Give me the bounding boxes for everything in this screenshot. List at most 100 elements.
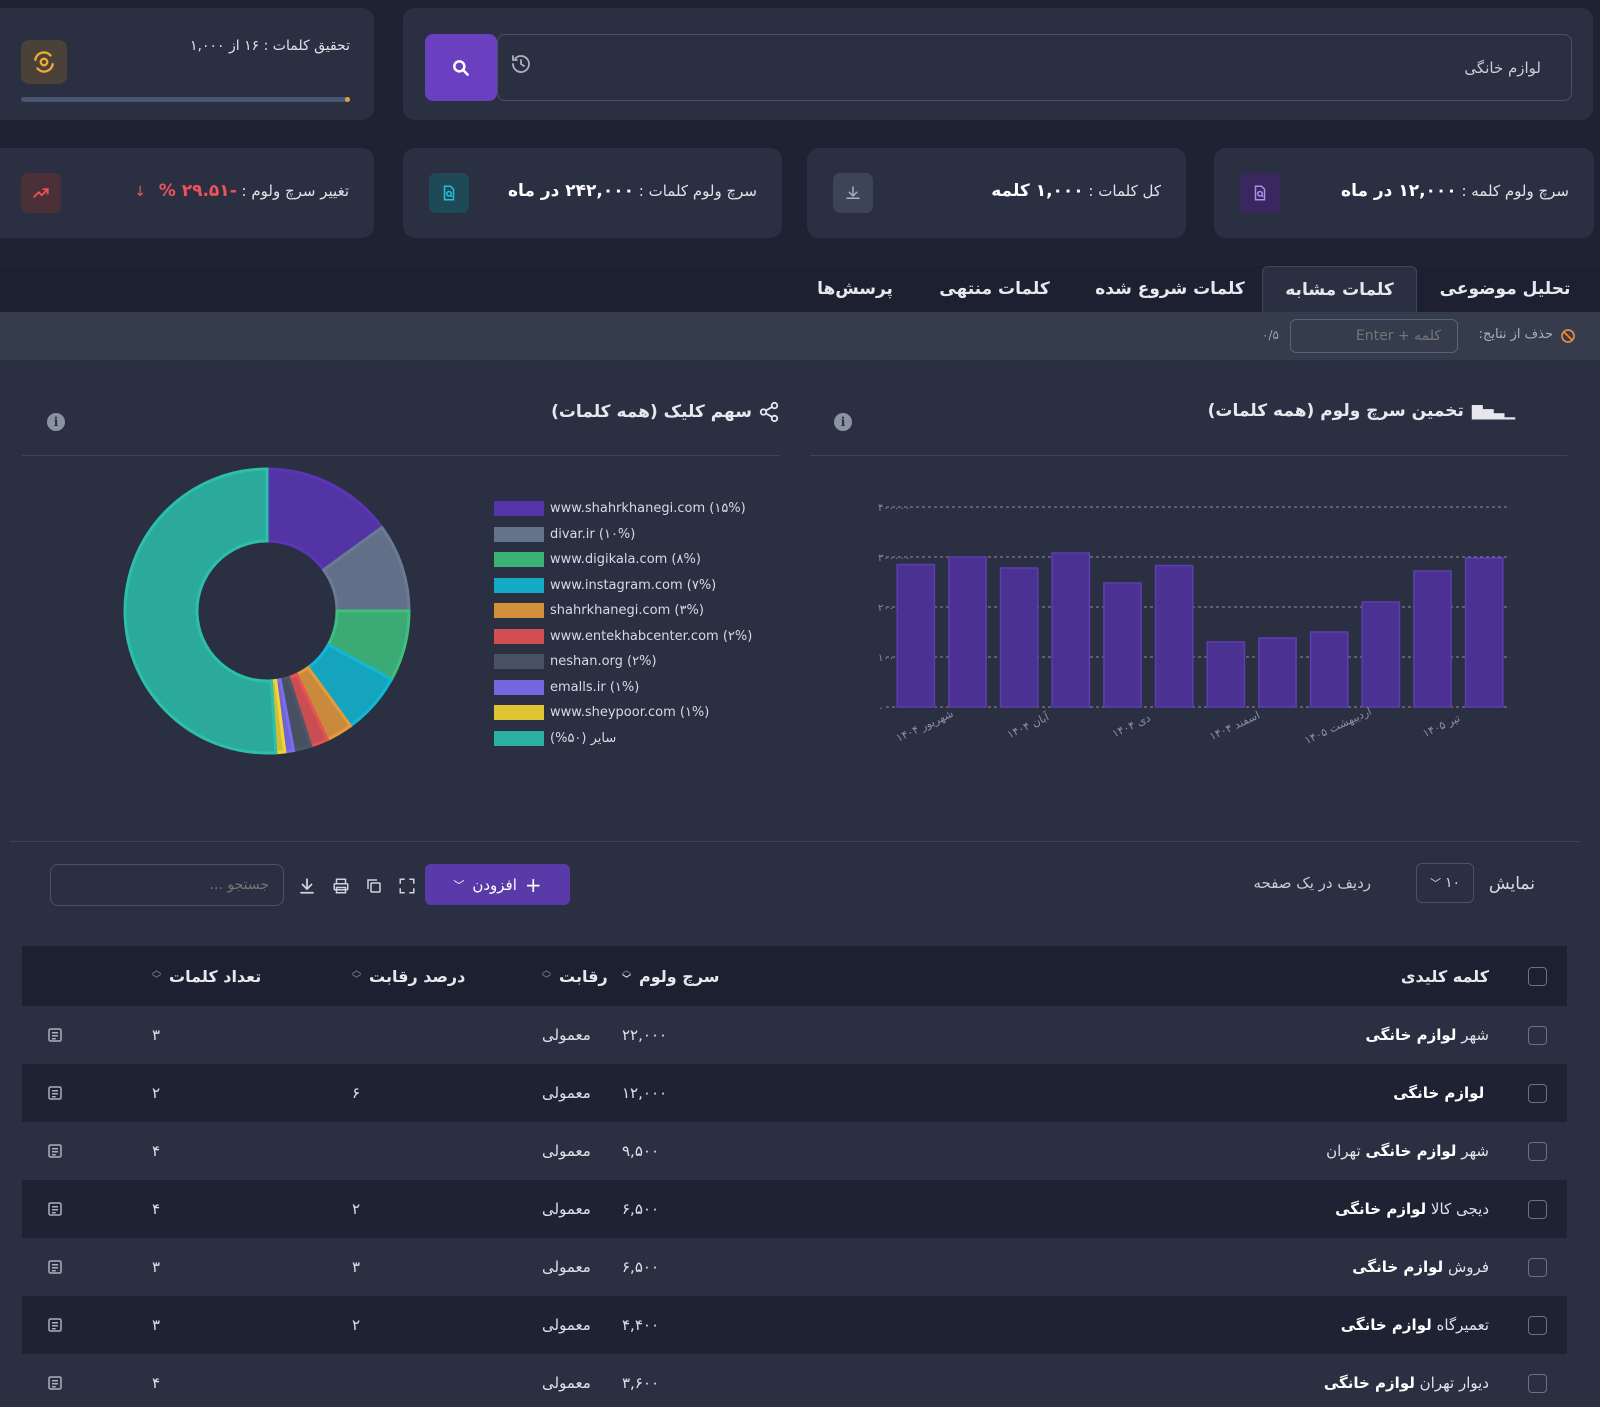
table-search-input[interactable] bbox=[50, 864, 284, 906]
tab-ending-words[interactable]: کلمات منتهی bbox=[939, 279, 1050, 299]
y-tick-label: ۴۰۰۰۰۰ bbox=[878, 503, 910, 514]
y-tick-label: ۲۰۰۰۰۰ bbox=[878, 603, 910, 614]
tab-questions[interactable]: پرسش‌ها bbox=[817, 279, 893, 299]
x-tick-label: اردیبهشت ۱۴۰۵ bbox=[1302, 705, 1373, 747]
table-row: تعمیرگاه لوازم خانگی ۴,۴۰۰ معمولی ۲ ۳ bbox=[22, 1296, 1567, 1354]
header-competition-percent[interactable]: درصد رقابت ︿ ﹀ bbox=[352, 966, 466, 986]
stat-volume-change-label: تغییر سرچ ولوم : -۲۹.۵۱ % ↓ bbox=[134, 181, 349, 201]
rows-per-page-label: ردیف در یک صفحه bbox=[1253, 874, 1371, 892]
tab-similar-words[interactable]: کلمات مشابه bbox=[1262, 266, 1417, 312]
header-word-count[interactable]: تعداد کلمات ︿ ﹀ bbox=[152, 966, 262, 986]
legend-item[interactable]: www.sheypoor.com (۱%) bbox=[494, 700, 764, 726]
legend-item[interactable]: neshan.org (۲%) bbox=[494, 649, 764, 675]
legend-item[interactable]: www.digikala.com (۸%) bbox=[494, 547, 764, 573]
legend-item[interactable]: www.instagram.com (۷%) bbox=[494, 573, 764, 599]
header-competition[interactable]: رقابت ︿ ﹀ bbox=[542, 966, 608, 986]
add-button[interactable]: + افزودن ﹀ bbox=[425, 864, 570, 905]
trend-up-icon bbox=[21, 173, 61, 213]
stat-words-volume-label: سرچ ولوم کلمات : ۲۴۲,۰۰۰ در ماه bbox=[508, 181, 757, 201]
select-all-checkbox[interactable] bbox=[1527, 966, 1547, 986]
volume-bar[interactable] bbox=[1464, 557, 1504, 708]
info-icon[interactable]: i bbox=[47, 413, 65, 431]
row-details-icon[interactable] bbox=[44, 1180, 66, 1238]
row-details-icon[interactable] bbox=[44, 1354, 66, 1407]
legend-label: www.digikala.com (۸%) bbox=[550, 552, 701, 568]
tab-topic-analysis[interactable]: تحلیل موضوعی bbox=[1439, 279, 1571, 299]
history-icon[interactable] bbox=[509, 52, 533, 76]
row-select-cell bbox=[1527, 1006, 1547, 1064]
legend-item[interactable]: emalls.ir (۱%) bbox=[494, 675, 764, 701]
page-size-select[interactable]: ۱۰ ﹀ bbox=[1416, 863, 1474, 903]
print-icon[interactable] bbox=[332, 877, 350, 895]
volume-bar[interactable] bbox=[1361, 601, 1401, 708]
legend-swatch bbox=[494, 679, 544, 695]
legend-item[interactable]: shahrkhanegi.com (۳%) bbox=[494, 598, 764, 624]
keyword-cell[interactable]: لوازم خانگی bbox=[1393, 1084, 1485, 1102]
legend-swatch bbox=[494, 501, 544, 517]
keyword-cell[interactable]: فروش لوازم خانگی bbox=[1352, 1258, 1489, 1276]
legend-item[interactable]: www.shahrkhanegi.com (۱۵%) bbox=[494, 496, 764, 522]
keyword-cell[interactable]: دیجی کالا لوازم خانگی bbox=[1335, 1200, 1489, 1218]
word-count-cell: ۳ bbox=[152, 1026, 161, 1044]
row-details-icon[interactable] bbox=[44, 1064, 66, 1122]
row-details-icon[interactable] bbox=[44, 1238, 66, 1296]
volume-cell: ۴,۴۰۰ bbox=[622, 1316, 659, 1334]
search-button[interactable] bbox=[425, 34, 497, 101]
download-icon[interactable] bbox=[833, 173, 873, 213]
search-icon bbox=[453, 59, 469, 76]
competition-percent-cell: ۲ bbox=[352, 1200, 361, 1218]
legend-item[interactable]: divar.ir (۱۰%) bbox=[494, 522, 764, 548]
volume-bar[interactable] bbox=[1206, 641, 1246, 708]
header-keyword[interactable]: کلمه کلیدی bbox=[1400, 966, 1489, 986]
competition-cell: معمولی bbox=[542, 1084, 591, 1102]
volume-bar[interactable] bbox=[1154, 564, 1194, 708]
fullscreen-icon[interactable] bbox=[398, 877, 416, 895]
row-details-icon[interactable] bbox=[44, 1296, 66, 1354]
row-checkbox[interactable] bbox=[1527, 1199, 1547, 1219]
keyword-cell[interactable]: شهر لوازم خانگی bbox=[1365, 1026, 1489, 1044]
legend-label: سایر (۵۰%) bbox=[550, 730, 617, 746]
row-checkbox[interactable] bbox=[1527, 1257, 1547, 1277]
volume-bar[interactable] bbox=[1051, 552, 1091, 708]
tab-starting-words[interactable]: کلمات شروع شده bbox=[1095, 279, 1245, 299]
row-checkbox[interactable] bbox=[1527, 1141, 1547, 1161]
volume-bar[interactable] bbox=[1413, 570, 1452, 708]
download-icon[interactable] bbox=[298, 877, 316, 895]
legend-swatch bbox=[494, 654, 544, 670]
exclude-word-input[interactable] bbox=[1290, 319, 1458, 353]
keyword-cell[interactable]: دیوار تهران لوازم خانگی bbox=[1323, 1374, 1489, 1392]
legend-item[interactable]: سایر (۵۰%) bbox=[494, 726, 764, 752]
word-count-cell: ۳ bbox=[152, 1258, 161, 1276]
stat-total-words-value: ۱,۰۰۰ کلمه bbox=[991, 181, 1084, 201]
row-checkbox[interactable] bbox=[1527, 1025, 1547, 1045]
keyword-cell[interactable]: شهر لوازم خانگی تهران bbox=[1326, 1142, 1489, 1160]
show-label: نمایش bbox=[1488, 874, 1535, 894]
row-details-icon[interactable] bbox=[44, 1122, 66, 1180]
header-volume[interactable]: سرچ ولوم ︿ ﹀ bbox=[622, 966, 720, 986]
volume-bar[interactable] bbox=[1103, 582, 1142, 708]
row-checkbox[interactable] bbox=[1527, 1083, 1547, 1103]
refresh-icon[interactable] bbox=[21, 40, 67, 84]
row-checkbox[interactable] bbox=[1527, 1373, 1547, 1393]
volume-cell: ۶,۵۰۰ bbox=[622, 1200, 659, 1218]
bar-chart-icon: ▁▃▅▇ bbox=[1471, 404, 1516, 420]
volume-bar[interactable] bbox=[1258, 637, 1297, 708]
donut-slice[interactable] bbox=[123, 467, 278, 755]
row-details-icon[interactable] bbox=[44, 1006, 66, 1064]
row-checkbox[interactable] bbox=[1527, 1315, 1547, 1335]
table-row: شهر لوازم خانگی ۲۲,۰۰۰ معمولی ۳ bbox=[22, 1006, 1567, 1064]
stat-words-volume-card: سرچ ولوم کلمات : ۲۴۲,۰۰۰ در ماه bbox=[403, 148, 782, 238]
table-header-row: کلمه کلیدی سرچ ولوم ︿ ﹀ رقابت ︿ ﹀ درصد رقابت… bbox=[22, 946, 1567, 1006]
table-row: شهر لوازم خانگی تهران ۹,۵۰۰ معمولی ۴ bbox=[22, 1122, 1567, 1180]
volume-bar[interactable] bbox=[896, 563, 936, 708]
info-icon[interactable]: i bbox=[834, 413, 852, 431]
word-count-cell: ۳ bbox=[152, 1316, 161, 1334]
search-input[interactable] bbox=[497, 34, 1572, 101]
volume-bar[interactable] bbox=[999, 567, 1039, 708]
volume-bar[interactable] bbox=[948, 556, 987, 708]
legend-item[interactable]: www.entekhabcenter.com (۲%) bbox=[494, 624, 764, 650]
keyword-cell[interactable]: تعمیرگاه لوازم خانگی bbox=[1340, 1316, 1489, 1334]
row-select-cell bbox=[1527, 1296, 1547, 1354]
volume-bar[interactable] bbox=[1309, 631, 1349, 708]
copy-icon[interactable] bbox=[365, 877, 383, 895]
